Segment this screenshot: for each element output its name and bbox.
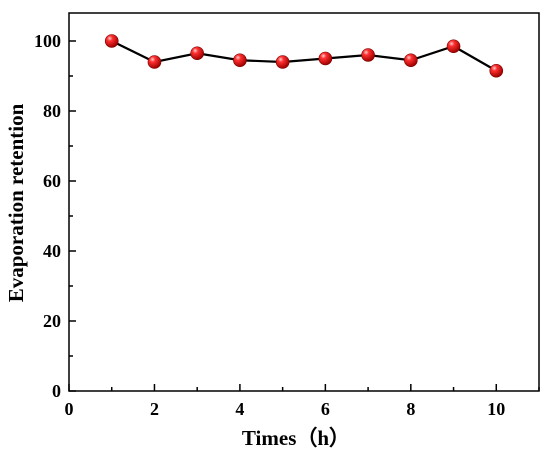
x-tick-label: 4	[235, 399, 244, 419]
x-tick-label: 0	[65, 399, 74, 419]
y-tick-label: 40	[43, 241, 61, 261]
y-axis-title: Evaporation retention	[4, 103, 28, 302]
data-point	[318, 51, 333, 66]
x-axis-title: Times（h）	[242, 426, 350, 450]
data-point	[404, 53, 418, 68]
data-point	[147, 55, 162, 69]
y-tick-label: 0	[52, 381, 61, 401]
data-point	[233, 53, 247, 68]
data-point	[361, 48, 375, 62]
series-layer	[104, 34, 504, 78]
data-point	[446, 39, 461, 54]
plot-frame	[68, 12, 540, 392]
x-axis-ticks: 0 2 4 6 8 10	[65, 384, 540, 419]
y-axis-ticks: 0 20 40 60 80 100	[34, 31, 76, 401]
data-point	[275, 55, 290, 69]
data-point	[489, 63, 504, 78]
x-tick-label: 6	[321, 399, 330, 419]
y-tick-label: 100	[34, 31, 61, 51]
y-tick-label: 60	[43, 171, 61, 191]
data-point	[190, 46, 204, 61]
series-line	[111, 40, 497, 72]
y-tick-label: 20	[43, 311, 61, 331]
x-tick-label: 8	[406, 399, 415, 419]
x-tick-label: 2	[150, 399, 159, 419]
y-tick-label: 80	[43, 101, 61, 121]
x-tick-label: 10	[487, 399, 505, 419]
data-point	[104, 34, 119, 48]
